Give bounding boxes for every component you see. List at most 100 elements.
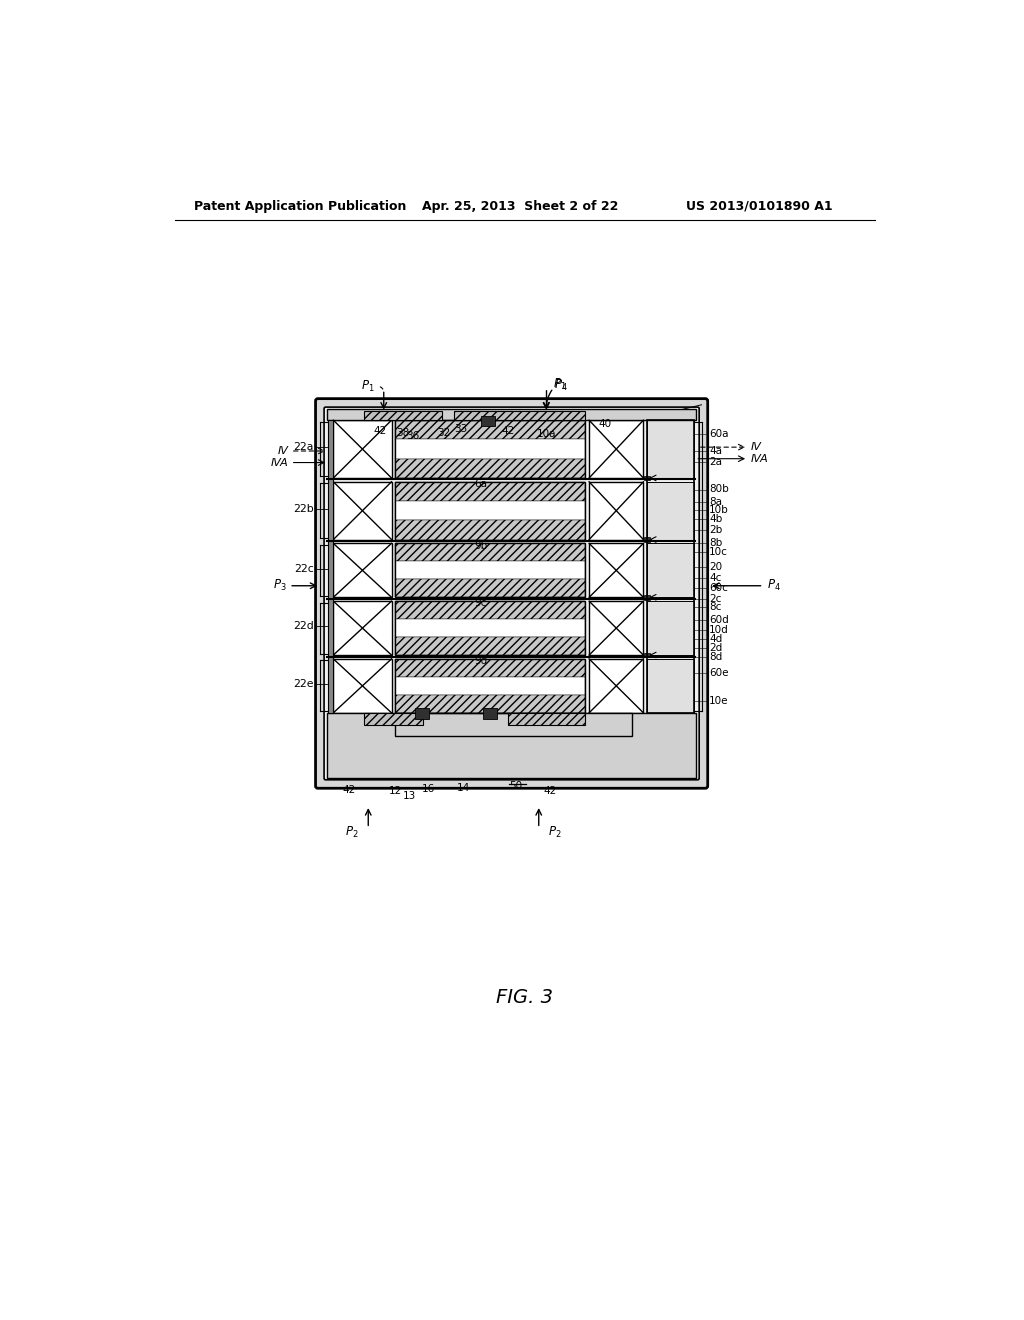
Text: Apr. 25, 2013  Sheet 2 of 22: Apr. 25, 2013 Sheet 2 of 22 <box>423 199 618 213</box>
Text: 4d: 4d <box>710 634 723 644</box>
Bar <box>334 601 391 655</box>
Text: 6a: 6a <box>474 479 487 490</box>
Bar <box>395 420 586 440</box>
Text: Patent Application Publication: Patent Application Publication <box>194 199 407 213</box>
Bar <box>395 659 586 677</box>
Text: 20: 20 <box>710 561 722 572</box>
Text: 4b: 4b <box>710 513 723 524</box>
Text: 13: 13 <box>402 791 416 801</box>
Text: $P_1$: $P_1$ <box>360 379 375 393</box>
Text: 10c: 10c <box>710 546 728 557</box>
Bar <box>508 713 586 725</box>
Bar <box>365 713 423 725</box>
Bar <box>395 420 586 478</box>
Bar <box>647 544 693 597</box>
Bar <box>647 482 693 540</box>
Text: 22e: 22e <box>294 680 314 689</box>
Text: $P_2$: $P_2$ <box>345 825 359 841</box>
Text: 22b: 22b <box>293 504 314 513</box>
Text: 60e: 60e <box>710 668 729 677</box>
Text: 14: 14 <box>457 783 470 793</box>
Text: 22a: 22a <box>294 442 314 453</box>
Bar <box>644 595 649 599</box>
Text: 8b: 8b <box>710 539 723 548</box>
Text: 22c: 22c <box>294 564 314 574</box>
Bar <box>328 713 696 779</box>
Text: 2d: 2d <box>710 643 723 653</box>
Text: $P_1$: $P_1$ <box>553 378 566 392</box>
Text: 8d: 8d <box>710 652 723 663</box>
FancyBboxPatch shape <box>315 399 708 788</box>
Text: 36: 36 <box>407 430 420 441</box>
Text: 9b: 9b <box>474 541 487 550</box>
Bar <box>647 420 693 478</box>
Text: IVA: IVA <box>270 458 289 467</box>
Bar <box>395 440 586 459</box>
Text: 10d: 10d <box>710 624 729 635</box>
Bar <box>647 420 693 713</box>
Bar <box>589 659 643 713</box>
Text: 42: 42 <box>374 426 386 436</box>
Bar <box>644 653 649 657</box>
Bar <box>647 601 693 655</box>
Bar <box>395 694 586 713</box>
Bar <box>589 420 643 478</box>
Text: 60d: 60d <box>710 615 729 626</box>
Text: FIG. 3: FIG. 3 <box>497 989 553 1007</box>
Text: $P_3$: $P_3$ <box>273 578 287 593</box>
Text: 60a: 60a <box>710 429 729 440</box>
Bar <box>395 659 586 713</box>
Bar <box>395 520 586 540</box>
Bar <box>395 544 586 597</box>
Bar <box>395 713 632 737</box>
Bar <box>395 601 586 619</box>
Text: 32: 32 <box>437 428 451 437</box>
Bar <box>395 502 586 520</box>
Text: IV: IV <box>751 442 761 453</box>
Text: 12: 12 <box>389 787 402 796</box>
Text: 10a: 10a <box>537 429 556 440</box>
Bar <box>395 482 586 540</box>
Bar <box>483 708 497 719</box>
Bar <box>334 544 391 597</box>
Text: 40: 40 <box>598 418 611 429</box>
Text: 60c: 60c <box>710 583 728 593</box>
Text: 80b: 80b <box>710 484 729 495</box>
Text: 2b: 2b <box>710 525 723 536</box>
Bar <box>395 459 586 478</box>
Text: 42: 42 <box>501 426 514 436</box>
Text: 4a: 4a <box>710 446 722 455</box>
Bar <box>395 601 586 655</box>
Text: IVA: IVA <box>751 454 768 463</box>
Bar <box>328 420 334 713</box>
Text: 10b: 10b <box>710 506 729 515</box>
Text: $P_4$: $P_4$ <box>554 378 568 393</box>
Text: $P_2$: $P_2$ <box>548 825 561 841</box>
Text: 42: 42 <box>544 787 557 796</box>
Text: 9d: 9d <box>474 656 487 667</box>
Bar <box>395 638 586 655</box>
Bar <box>395 619 586 638</box>
Text: $P_4$: $P_4$ <box>767 578 780 593</box>
Text: 10e: 10e <box>710 696 729 706</box>
Bar <box>334 420 391 478</box>
Text: 2c: 2c <box>710 594 722 603</box>
Text: 4c: 4c <box>710 573 722 583</box>
Text: IV: IV <box>278 446 289 455</box>
Text: 42: 42 <box>342 785 355 795</box>
Bar <box>480 416 495 426</box>
Bar <box>395 544 586 561</box>
Bar <box>644 537 649 541</box>
Bar <box>395 482 586 502</box>
Text: 8c: 8c <box>710 602 722 612</box>
Bar <box>454 411 586 420</box>
Bar <box>647 659 693 713</box>
Bar <box>334 482 391 540</box>
Text: US 2013/0101890 A1: US 2013/0101890 A1 <box>686 199 833 213</box>
Bar <box>334 659 391 713</box>
Text: 38: 38 <box>396 428 410 438</box>
Bar <box>589 601 643 655</box>
Text: 22d: 22d <box>293 620 314 631</box>
Text: 8a: 8a <box>710 496 722 507</box>
Bar <box>589 544 643 597</box>
